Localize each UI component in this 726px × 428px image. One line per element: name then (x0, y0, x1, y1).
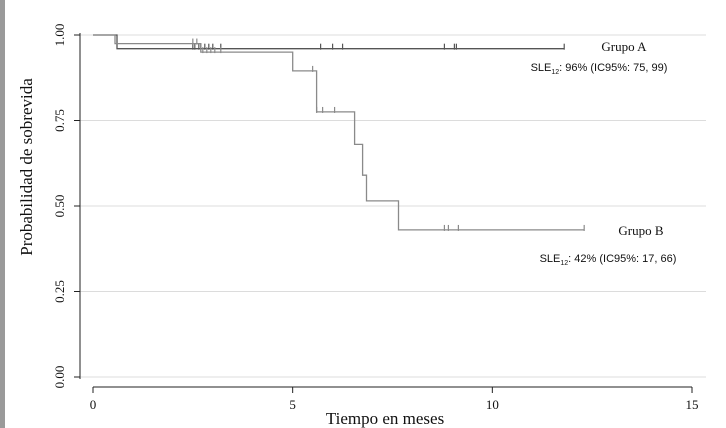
sle-annotation-grupo-b: SLE12: 42% (IC95%: 17, 66) (540, 253, 677, 267)
gridlines (80, 34, 706, 378)
annotations: Grupo A SLE12: 96% (IC95%: 75, 99) Grupo B… (531, 39, 677, 267)
y-tick-label: 0.75 (52, 109, 67, 132)
series-label-grupo-b: Grupo B (618, 223, 663, 238)
sle-annotation-grupo-a: SLE12: 96% (IC95%: 75, 99) (531, 62, 668, 76)
series-label-grupo-a: Grupo A (601, 39, 647, 54)
x-tick-label: 5 (289, 397, 296, 412)
series-line-grupo-b (93, 34, 585, 231)
left-border-strip (0, 0, 5, 428)
series-line-grupo-a (93, 34, 565, 50)
y-tick-label: 0.50 (52, 195, 67, 218)
x-tick-label: 15 (686, 397, 699, 412)
y-tick-label: 1.00 (52, 24, 67, 47)
axes: 0.00 0.25 0.50 0.75 1.00 0 5 10 15 (52, 24, 699, 412)
y-tick-label: 0.25 (52, 280, 67, 303)
y-tick-label: 0.00 (52, 366, 67, 389)
y-axis-label: Probabilidad de sobrevida (17, 78, 36, 256)
series-lines (93, 34, 585, 231)
x-axis-label: Tiempo en meses (326, 409, 444, 428)
x-tick-label: 10 (486, 397, 499, 412)
x-tick-label: 0 (90, 397, 97, 412)
